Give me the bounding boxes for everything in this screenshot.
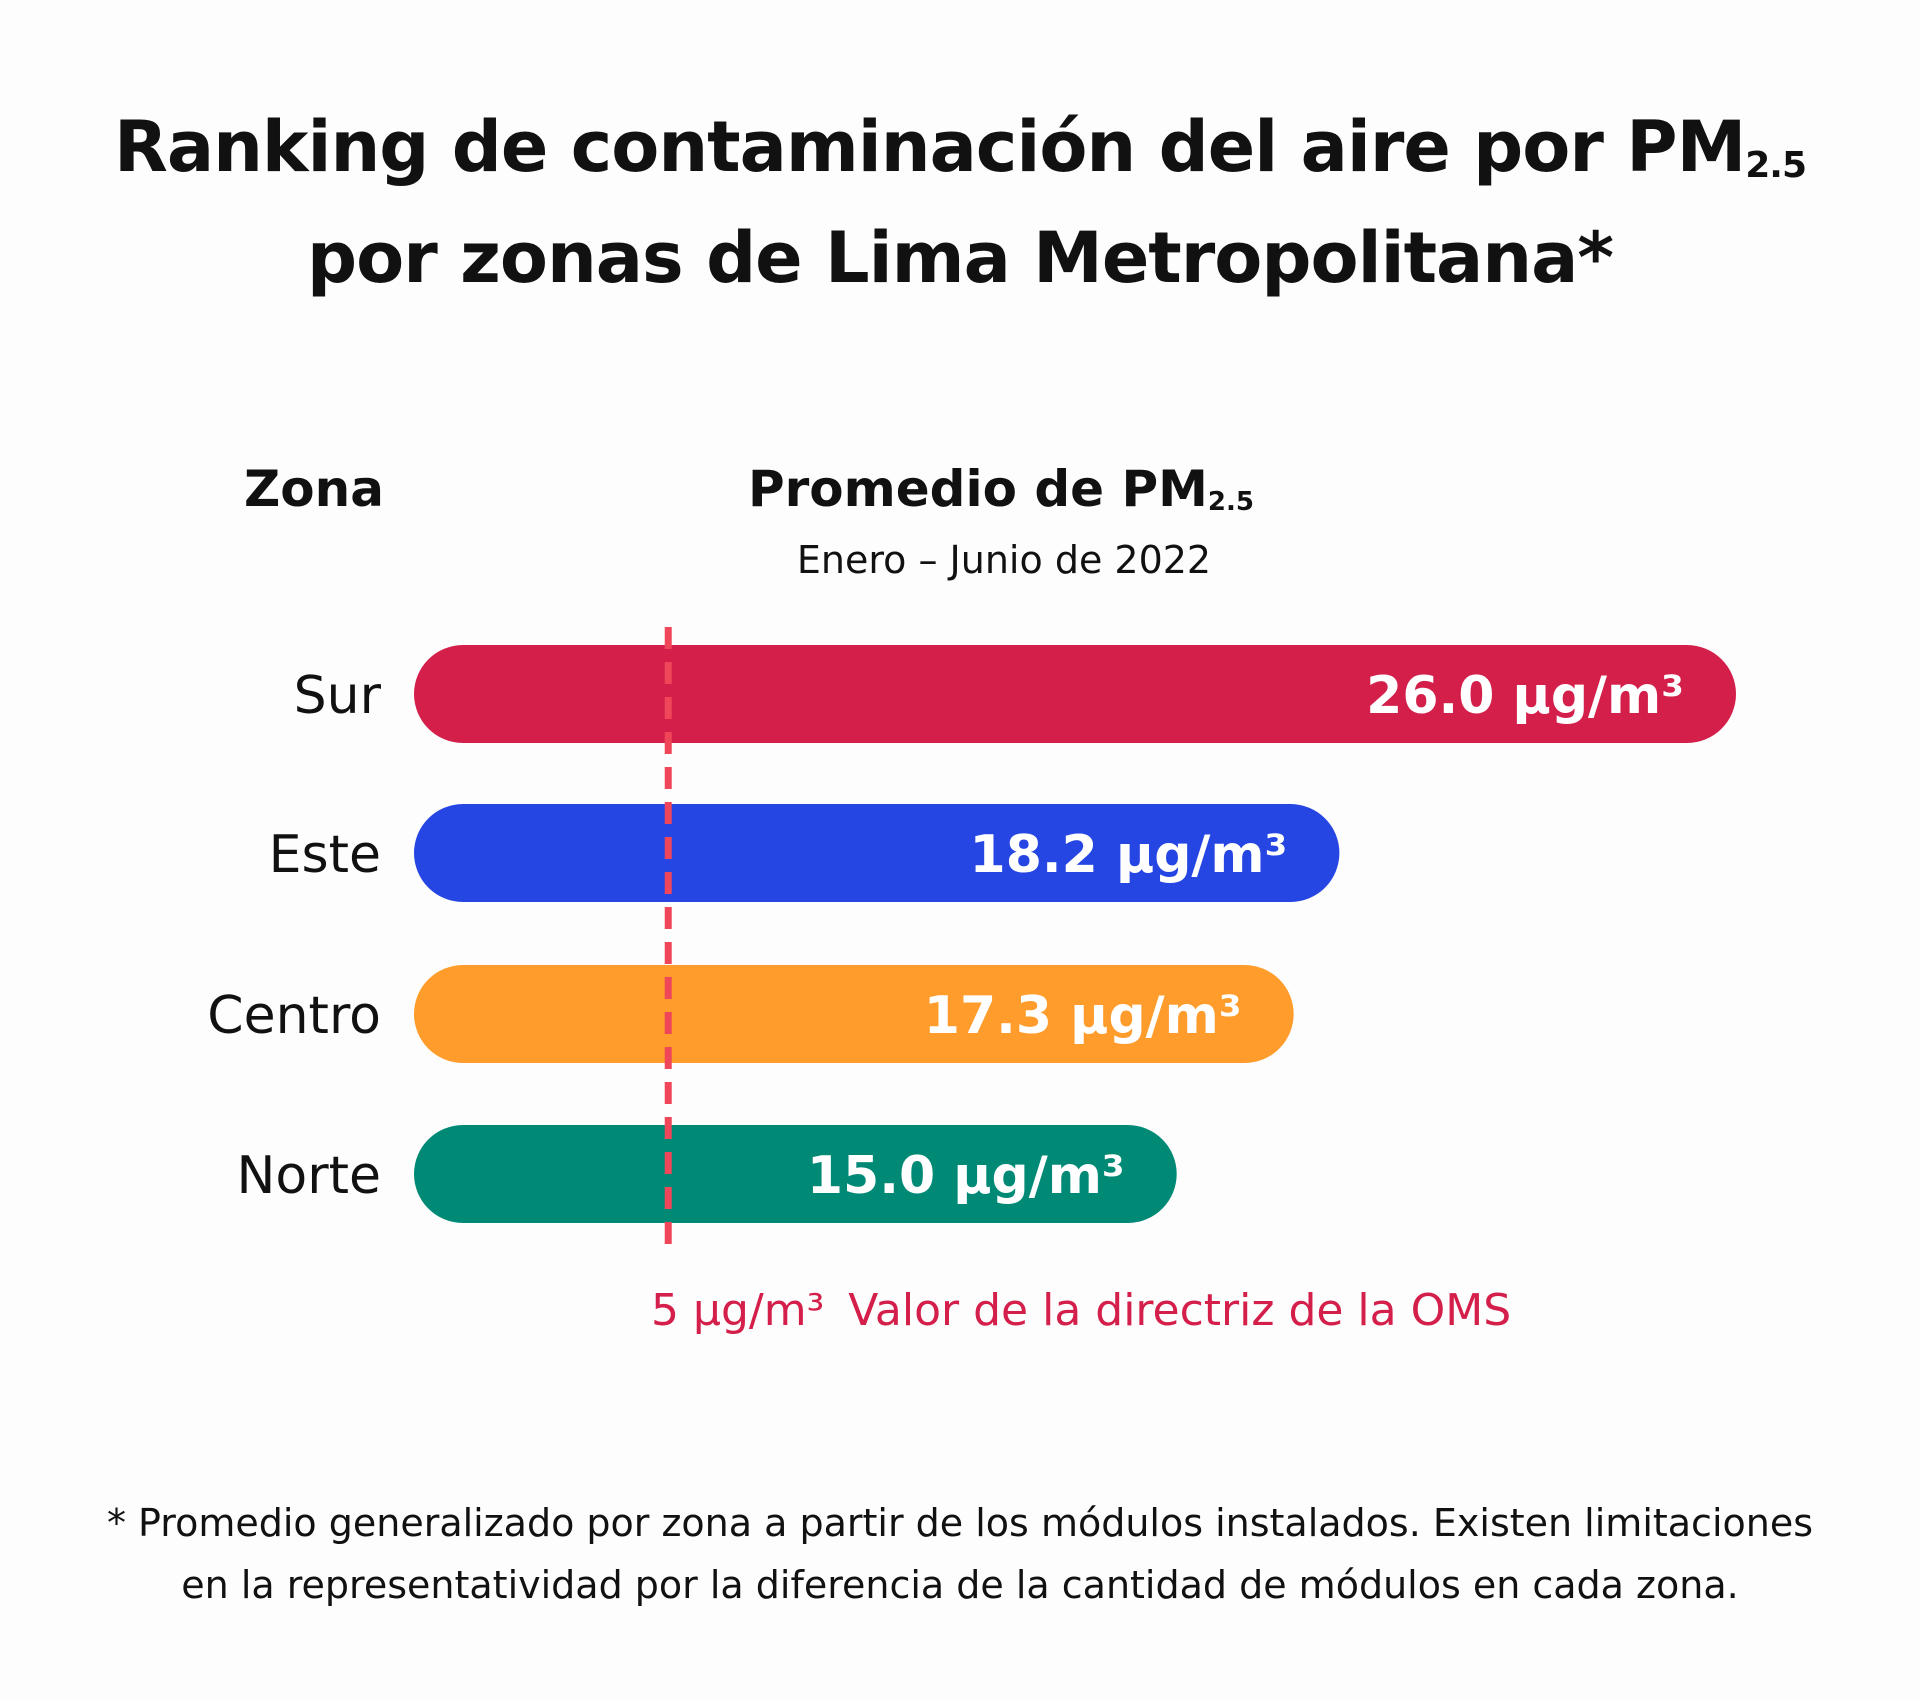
category-label: Este [269, 825, 381, 885]
footnote-line-2: en la representatividad por la diferenci… [181, 1563, 1739, 1607]
footnote: * Promedio generalizado por zona a parti… [0, 1492, 1920, 1616]
title-subscript: 2.5 [1745, 145, 1807, 186]
zona-header: Zona [244, 460, 384, 518]
category-label: Sur [294, 666, 382, 726]
title-line-2: por zonas de Lima Metropolitana* [307, 217, 1614, 299]
bar-norte [414, 1125, 1177, 1223]
period-subtitle: Enero – Junio de 2022 [796, 538, 1212, 582]
title-line-1: Ranking de contaminación del aire por PM [113, 106, 1746, 188]
promedio-header: Promedio de PM2.5 [748, 460, 1254, 518]
category-label: Centro [207, 986, 381, 1046]
who-text: Valor de la directriz de la OMS [848, 1285, 1511, 1336]
bar-sur [414, 645, 1736, 743]
footnote-line-1: * Promedio generalizado por zona a parti… [106, 1501, 1814, 1545]
chart-title: Ranking de contaminación del aire por PM… [0, 98, 1920, 307]
value-label: 18.2 µg/m³ [970, 825, 1288, 885]
value-label: 17.3 µg/m³ [924, 986, 1242, 1046]
who-guideline-label: 5 µg/m³ Valor de la directriz de la OMS [651, 1285, 1511, 1336]
promedio-header-text: Promedio de PM [748, 460, 1208, 518]
value-label: 15.0 µg/m³ [807, 1146, 1125, 1206]
promedio-subscript: 2.5 [1207, 487, 1254, 517]
bar-este [414, 804, 1340, 902]
category-label: Norte [237, 1146, 381, 1206]
who-value: 5 µg/m³ [651, 1285, 824, 1336]
value-label: 26.0 µg/m³ [1366, 666, 1684, 726]
bar-centro [414, 965, 1294, 1063]
